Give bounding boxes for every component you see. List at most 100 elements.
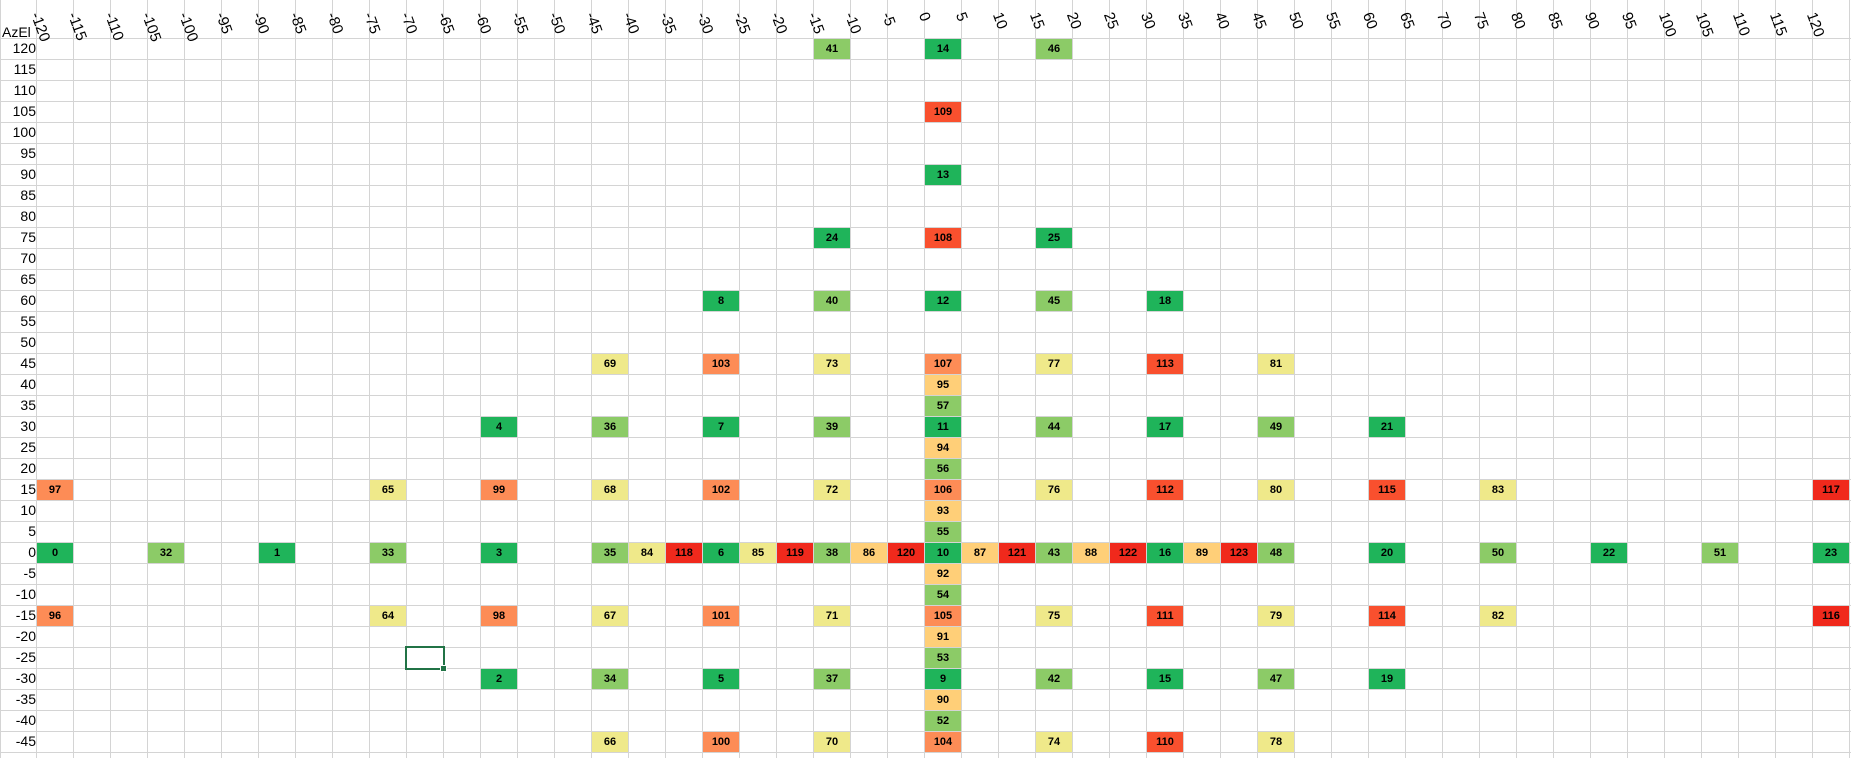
- data-cell[interactable]: 19: [1369, 669, 1405, 689]
- data-cell[interactable]: 97: [37, 480, 73, 500]
- data-cell[interactable]: 34: [592, 669, 628, 689]
- data-cell[interactable]: 118: [666, 543, 702, 563]
- data-cell[interactable]: 96: [37, 606, 73, 626]
- data-cell[interactable]: 105: [925, 606, 961, 626]
- data-cell[interactable]: 23: [1813, 543, 1849, 563]
- data-cell[interactable]: 99: [481, 480, 517, 500]
- row-header-label[interactable]: 100: [12, 124, 36, 140]
- data-cell[interactable]: 4: [481, 417, 517, 437]
- data-cell[interactable]: 33: [370, 543, 406, 563]
- data-cell[interactable]: 120: [888, 543, 924, 563]
- row-header-label[interactable]: -25: [15, 649, 36, 665]
- data-cell[interactable]: 0: [37, 543, 73, 563]
- data-cell[interactable]: 113: [1147, 354, 1183, 374]
- row-header-label[interactable]: 115: [13, 61, 36, 77]
- row-header-label[interactable]: 70: [20, 250, 36, 266]
- data-cell[interactable]: 67: [592, 606, 628, 626]
- row-header-label[interactable]: 120: [12, 40, 36, 56]
- data-cell[interactable]: 52: [925, 711, 961, 731]
- data-cell[interactable]: 83: [1480, 480, 1516, 500]
- data-cell[interactable]: 54: [925, 585, 961, 605]
- row-header-label[interactable]: 0: [28, 544, 36, 560]
- data-cell[interactable]: 53: [925, 648, 961, 668]
- row-header-label[interactable]: 75: [20, 229, 36, 245]
- data-cell[interactable]: 100: [703, 732, 739, 752]
- data-cell[interactable]: 101: [703, 606, 739, 626]
- data-cell[interactable]: 114: [1369, 606, 1405, 626]
- data-cell[interactable]: 5: [703, 669, 739, 689]
- row-header-label[interactable]: 15: [20, 481, 36, 497]
- row-header-label[interactable]: 45: [20, 355, 36, 371]
- row-header-label[interactable]: 25: [20, 439, 36, 455]
- row-header-label[interactable]: 90: [20, 166, 36, 182]
- data-cell[interactable]: 21: [1369, 417, 1405, 437]
- data-cell[interactable]: 119: [777, 543, 813, 563]
- row-header-label[interactable]: 55: [20, 313, 36, 329]
- row-header-label[interactable]: 105: [12, 103, 36, 119]
- data-cell[interactable]: 88: [1073, 543, 1109, 563]
- data-cell[interactable]: 10: [925, 543, 961, 563]
- data-cell[interactable]: 89: [1184, 543, 1220, 563]
- data-cell[interactable]: 108: [925, 228, 961, 248]
- data-cell[interactable]: 82: [1480, 606, 1516, 626]
- data-cell[interactable]: 72: [814, 480, 850, 500]
- data-cell[interactable]: 13: [925, 165, 961, 185]
- row-header-label[interactable]: 110: [13, 82, 36, 98]
- data-cell[interactable]: 42: [1036, 669, 1072, 689]
- row-header-label[interactable]: 95: [20, 145, 36, 161]
- data-cell[interactable]: 104: [925, 732, 961, 752]
- row-header-label[interactable]: -45: [15, 733, 36, 749]
- data-cell[interactable]: 110: [1147, 732, 1183, 752]
- data-cell[interactable]: 117: [1813, 480, 1849, 500]
- column-header[interactable]: 120: [1803, 2, 1849, 39]
- data-cell[interactable]: 121: [999, 543, 1035, 563]
- data-cell[interactable]: 116: [1813, 606, 1849, 626]
- data-cell[interactable]: 75: [1036, 606, 1072, 626]
- data-cell[interactable]: 48: [1258, 543, 1294, 563]
- data-cell[interactable]: 41: [814, 39, 850, 59]
- data-cell[interactable]: 25: [1036, 228, 1072, 248]
- data-cell[interactable]: 98: [481, 606, 517, 626]
- data-cell[interactable]: 70: [814, 732, 850, 752]
- data-cell[interactable]: 123: [1221, 543, 1257, 563]
- data-cell[interactable]: 103: [703, 354, 739, 374]
- data-cell[interactable]: 93: [925, 501, 961, 521]
- data-cell[interactable]: 112: [1147, 480, 1183, 500]
- row-header-label[interactable]: 40: [20, 376, 36, 392]
- data-cell[interactable]: 15: [1147, 669, 1183, 689]
- data-cell[interactable]: 11: [925, 417, 961, 437]
- data-cell[interactable]: 7: [703, 417, 739, 437]
- data-cell[interactable]: 106: [925, 480, 961, 500]
- data-cell[interactable]: 32: [148, 543, 184, 563]
- data-cell[interactable]: 57: [925, 396, 961, 416]
- data-cell[interactable]: 17: [1147, 417, 1183, 437]
- data-cell[interactable]: 87: [962, 543, 998, 563]
- data-cell[interactable]: 102: [703, 480, 739, 500]
- data-cell[interactable]: 115: [1369, 480, 1405, 500]
- data-cell[interactable]: 65: [370, 480, 406, 500]
- data-cell[interactable]: 68: [592, 480, 628, 500]
- data-cell[interactable]: 46: [1036, 39, 1072, 59]
- data-cell[interactable]: 95: [925, 375, 961, 395]
- data-cell[interactable]: 44: [1036, 417, 1072, 437]
- data-cell[interactable]: 84: [629, 543, 665, 563]
- data-cell[interactable]: 40: [814, 291, 850, 311]
- row-header-label[interactable]: 50: [20, 334, 36, 350]
- data-cell[interactable]: 90: [925, 690, 961, 710]
- data-cell[interactable]: 6: [703, 543, 739, 563]
- row-header-label[interactable]: 30: [20, 418, 36, 434]
- data-cell[interactable]: 74: [1036, 732, 1072, 752]
- data-cell[interactable]: 43: [1036, 543, 1072, 563]
- data-cell[interactable]: 51: [1702, 543, 1738, 563]
- row-header-label[interactable]: -35: [15, 691, 36, 707]
- row-header-label[interactable]: -10: [15, 586, 36, 602]
- row-header-label[interactable]: 5: [28, 523, 36, 539]
- data-cell[interactable]: 79: [1258, 606, 1294, 626]
- data-cell[interactable]: 18: [1147, 291, 1183, 311]
- data-cell[interactable]: 92: [925, 564, 961, 584]
- data-cell[interactable]: 86: [851, 543, 887, 563]
- data-cell[interactable]: 22: [1591, 543, 1627, 563]
- data-cell[interactable]: 94: [925, 438, 961, 458]
- data-cell[interactable]: 8: [703, 291, 739, 311]
